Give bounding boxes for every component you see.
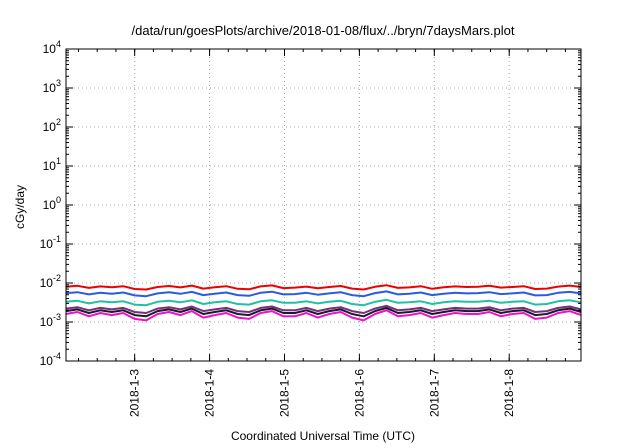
y-axis: 10-4 10-3 10-2 10-1 100 101 102 103 104 — [40, 39, 581, 368]
x-tick-label: 2018-1-7 — [427, 369, 441, 417]
chart-title: /data/run/goesPlots/archive/2018-01-08/f… — [132, 23, 515, 38]
x-tick-label: 2018-1-8 — [502, 369, 516, 417]
x-tick-label: 2018-1-4 — [203, 369, 217, 417]
y-tick-label: 10-3 — [40, 312, 61, 329]
x-tick-label: 2018-1-5 — [277, 369, 291, 417]
x-tick-label: 2018-1-3 — [128, 369, 142, 417]
grid — [66, 49, 581, 361]
x-axis-label: Coordinated Universal Time (UTC) — [231, 429, 415, 443]
series-line-3 — [65, 298, 582, 307]
y-tick-label: 103 — [43, 78, 61, 95]
series-line-4 — [65, 304, 582, 314]
series-line-2 — [65, 290, 582, 298]
y-axis-label: cGy/day — [13, 185, 27, 229]
series-line-6 — [65, 309, 582, 322]
y-tick-label: 10-1 — [40, 234, 61, 251]
series-line-1 — [65, 284, 582, 291]
series-line-5 — [65, 306, 582, 318]
series-group — [65, 284, 582, 322]
y-tick-label: 100 — [43, 195, 61, 212]
y-tick-label: 102 — [43, 117, 61, 134]
y-tick-label: 10-2 — [40, 273, 61, 290]
x-axis: 2018-1-3 2018-1-4 2018-1-5 2018-1-6 2018-1-7… — [77, 49, 566, 417]
y-tick-label: 104 — [43, 39, 61, 56]
y-tick-label: 10-4 — [40, 351, 61, 368]
plot-frame — [65, 48, 582, 362]
y-tick-label: 101 — [43, 156, 61, 173]
x-tick-label: 2018-1-6 — [352, 369, 366, 417]
